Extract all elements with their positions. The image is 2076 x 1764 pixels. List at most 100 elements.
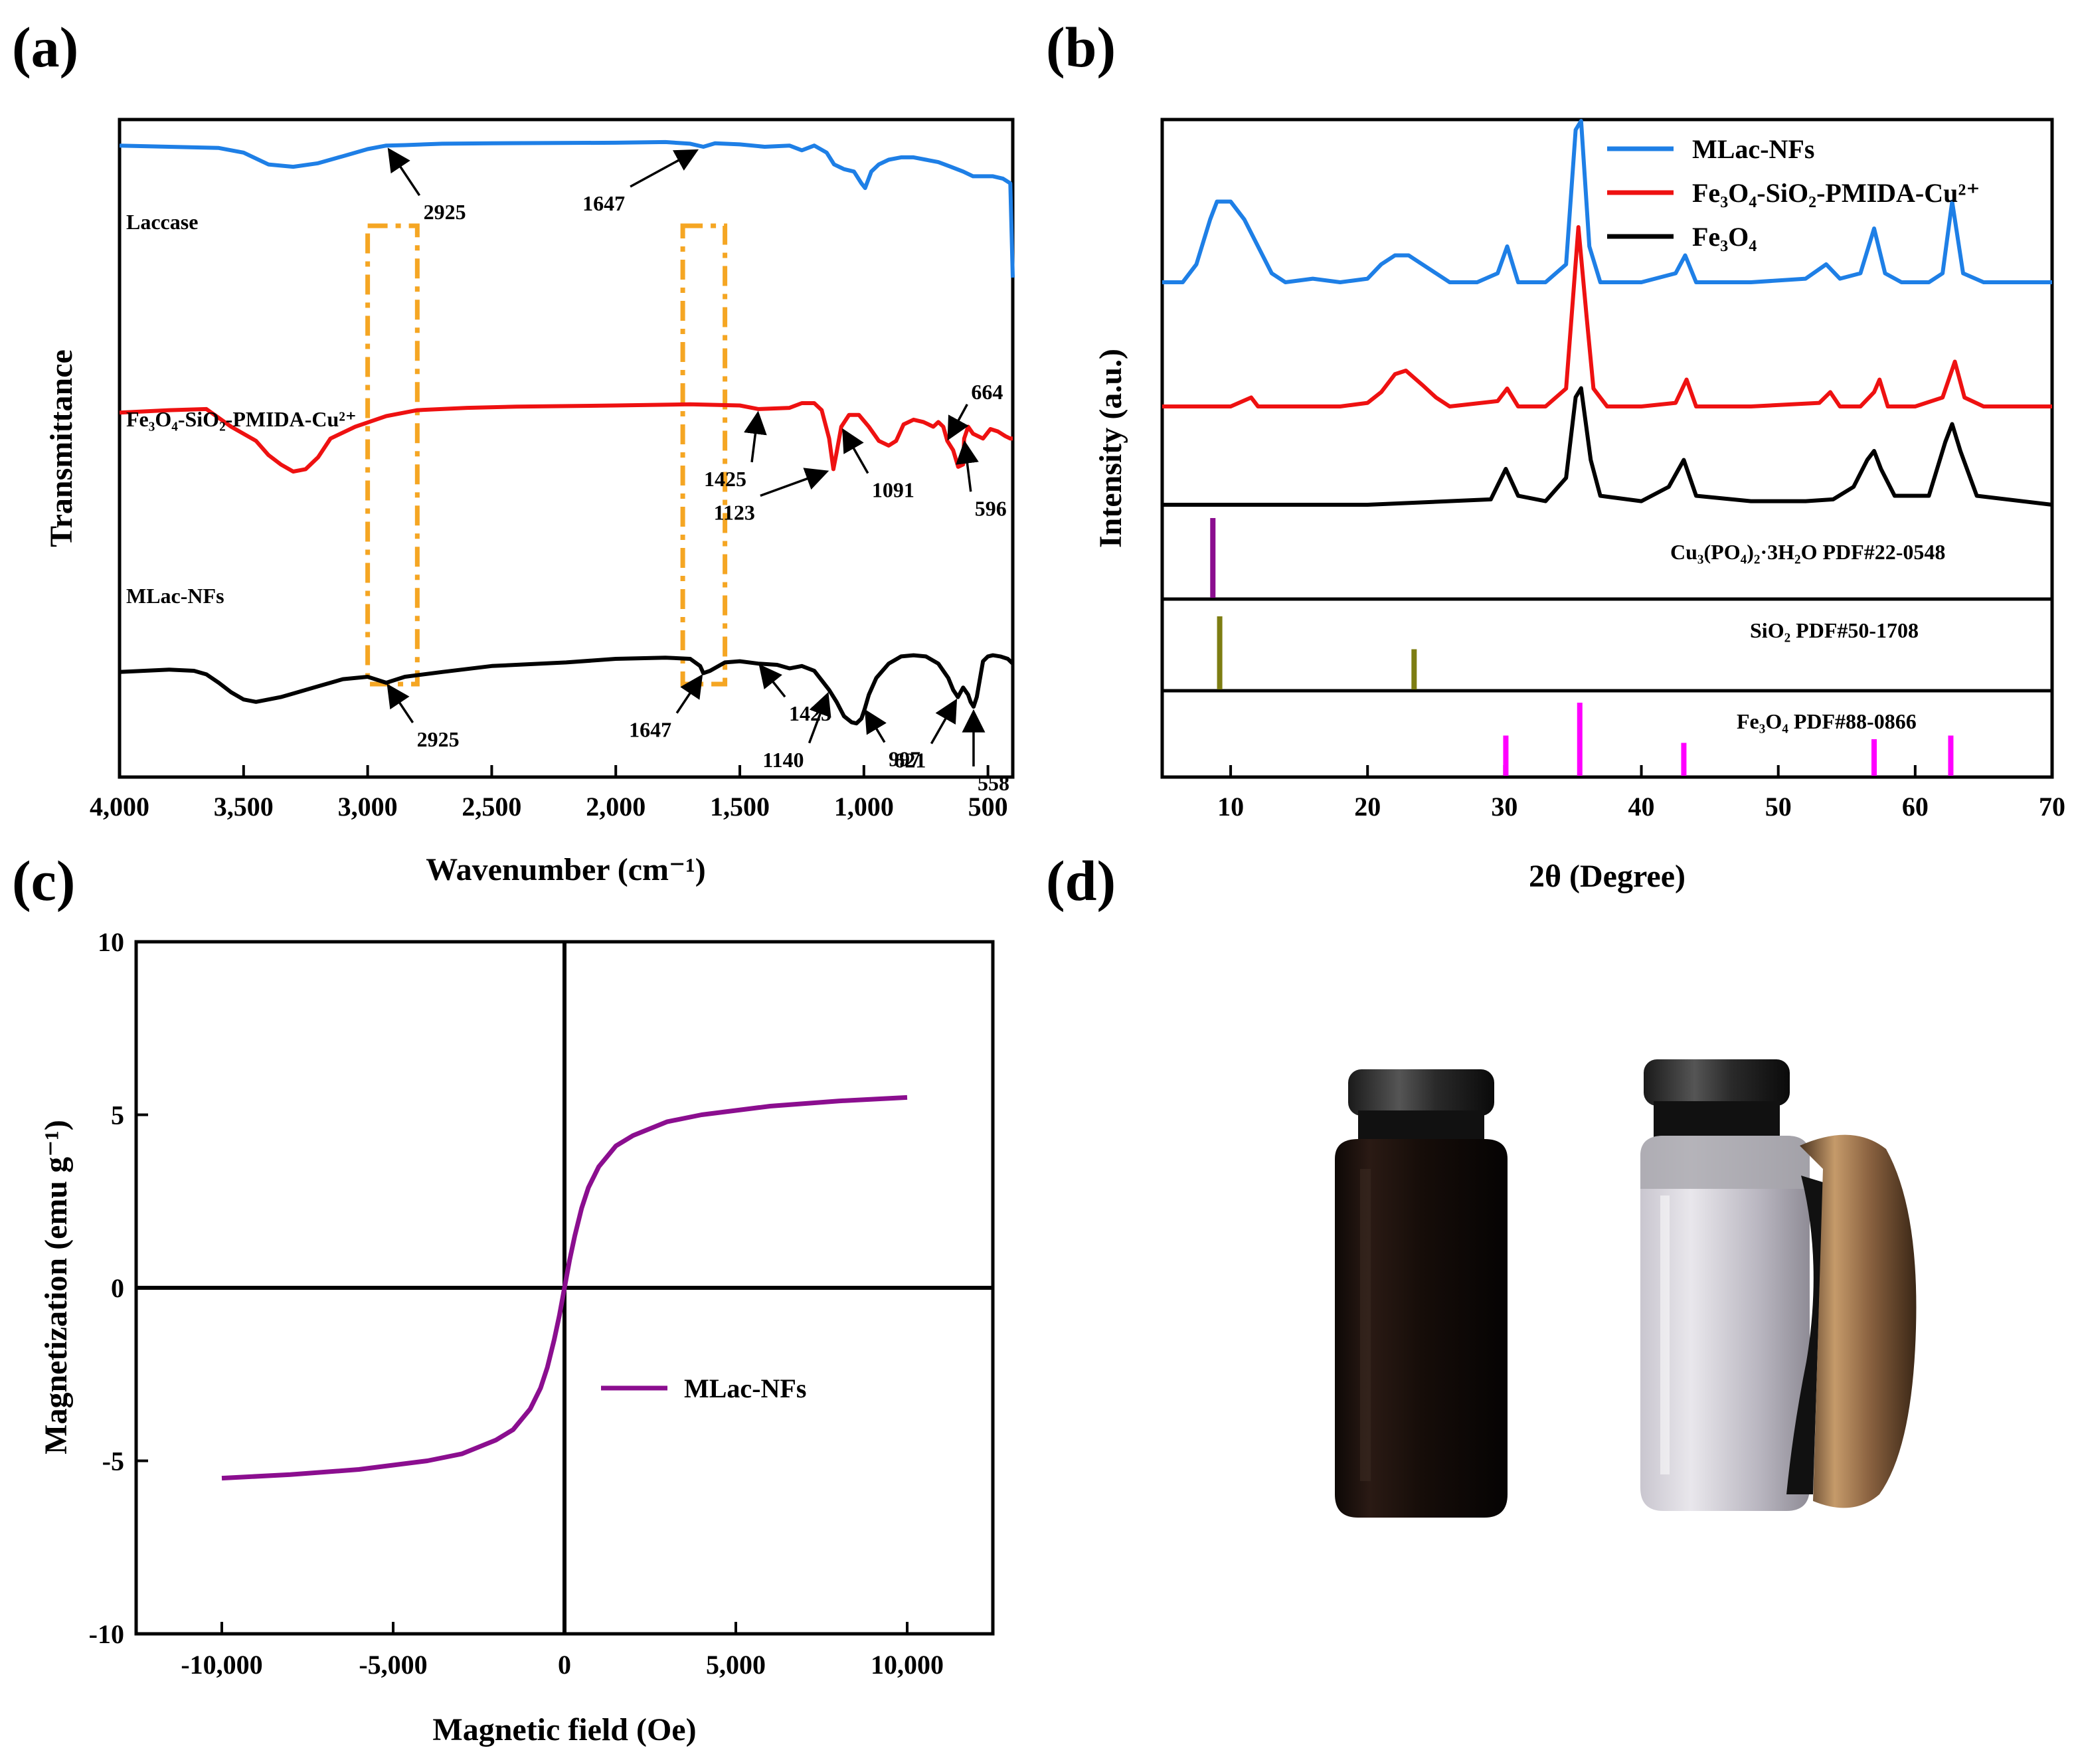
panel-c-ticks: -10,000 -5,000 0 5,000 10,000 -10 -5 0 5 10 (89, 927, 944, 1680)
c-y-tick-label: -10 (89, 1619, 124, 1649)
a-annotation-label: 1140 (762, 748, 804, 772)
panel-b-xrd-chart: 10 20 30 40 50 60 70 Cu₃(PO₄)₂·3H₂O PDF#22-054… (1093, 118, 2065, 894)
c-x-tick-label: 10,000 (871, 1650, 944, 1680)
a-annotation-label: 621 (894, 749, 926, 772)
panel-a-annotations: 2925 1647 1425 1123 1091 664 596 2925 1647 1425 11… (387, 147, 1009, 795)
panel-b-reference-sticks (1210, 518, 1954, 776)
vial-separated-body (1640, 1136, 1810, 1511)
panel-d-vial-photo (1335, 1059, 1917, 1518)
c-x-tick-label: -10,000 (181, 1650, 262, 1680)
b-x-tick-label: 40 (1628, 792, 1655, 822)
panel-c-series (221, 1095, 908, 1481)
c-y-tick-label: 0 (111, 1273, 124, 1303)
a-x-tick-label: 4,000 (90, 792, 149, 822)
vial-separated (1640, 1059, 1917, 1511)
a-annotation-arrow (675, 673, 703, 714)
legend-label-fe3o4-sio2-pmida-cu: Fe₃O₄-SiO₂-PMIDA-Cu²⁺ (1692, 178, 1980, 208)
highlight-box-1 (680, 223, 728, 687)
b-x-tick-label: 60 (1902, 792, 1929, 822)
a-annotation-arrow (758, 663, 786, 698)
panel-a-series (119, 139, 1015, 726)
a-annotation-label: 2925 (424, 200, 466, 224)
vial-dispersed-highlight (1360, 1169, 1371, 1481)
vial-separated-neck (1654, 1101, 1780, 1140)
b-series-line-mlac-nfs (1162, 119, 2052, 284)
b-x-tick-label: 10 (1217, 792, 1244, 822)
b-x-tick-label: 70 (2039, 792, 2065, 822)
ref-label-cu3po42: Cu₃(PO₄)₂·3H₂O PDF#22-0548 (1670, 540, 1945, 564)
panel-b-letter: (b) (1046, 15, 1116, 79)
panel-b-x-ticks: 10 20 30 40 50 60 70 (1217, 765, 2065, 822)
a-series-line-mlac-nfs (119, 653, 1015, 726)
panel-a-letter: (a) (12, 15, 78, 79)
vial-dispersed-neck (1358, 1110, 1484, 1144)
a-x-tick-label: 2,500 (462, 792, 521, 822)
a-x-tick-label: 1,000 (834, 792, 894, 822)
a-series-line-laccase (119, 139, 1015, 278)
vial-dispersed-body (1335, 1139, 1508, 1518)
panel-b-series (1162, 119, 2053, 507)
b-series-line-fe-o-sio-pmida-cu (1162, 225, 2052, 408)
a-annotation-label: 1123 (714, 500, 755, 524)
vial-separated-cap (1644, 1059, 1790, 1106)
b-series-line-fe-o (1162, 386, 2053, 507)
a-annotation-label: 1425 (704, 467, 746, 491)
panel-c-letter: (c) (12, 849, 75, 913)
panel-a-highlight-boxes (365, 223, 728, 687)
a-annotation-arrow (744, 410, 767, 463)
a-annotation-arrow (387, 147, 421, 197)
a-annotation-arrow (864, 709, 887, 743)
ref-label-fe3o4: Fe₃O₄ PDF#88-0866 (1737, 709, 1917, 733)
vial-separated-highlight (1660, 1195, 1670, 1474)
legend-label-mlac-nfs: MLac-NFs (1692, 134, 1814, 164)
a-annotation-label: 1647 (582, 191, 625, 215)
magnetic-particles-aggregate (1786, 1176, 1823, 1494)
panel-b-x-axis-title: 2θ (Degree) (1529, 859, 1686, 894)
a-annotation-label: 664 (971, 380, 1003, 404)
panel-b-frame (1160, 118, 2054, 779)
c-x-tick-label: 0 (558, 1650, 571, 1680)
a-annotation-arrow (760, 468, 829, 497)
series-label-laccase: Laccase (126, 210, 198, 234)
vial-separated-top-glass (1640, 1136, 1810, 1189)
series-label-fe3o4-sio2-pmida-cu: Fe₃O₄-SiO₂-PMIDA-Cu²⁺ (126, 407, 357, 431)
panel-a-frame (118, 118, 1015, 779)
a-x-tick-label: 1,500 (710, 792, 770, 822)
a-x-tick-label: 2,000 (586, 792, 646, 822)
c-x-tick-label: 5,000 (706, 1650, 766, 1680)
panel-c-legend: MLac-NFs (601, 1373, 806, 1403)
a-annotation-label: 1091 (872, 478, 914, 502)
a-annotation-arrow (630, 149, 699, 188)
panel-a-x-ticks: 4,000 3,500 3,000 2,500 2,000 1,500 1,000 500 (90, 765, 1008, 822)
a-annotation-label: 596 (975, 496, 1007, 520)
panel-d-letter: (d) (1046, 849, 1116, 913)
ref-label-sio2: SiO₂ PDF#50-1708 (1750, 618, 1919, 642)
c-y-tick-label: -5 (102, 1447, 124, 1476)
a-annotation-arrow (842, 428, 869, 474)
a-x-tick-label: 3,000 (338, 792, 398, 822)
a-x-tick-label: 500 (968, 792, 1008, 822)
a-annotation-label: 1647 (629, 718, 671, 742)
a-x-tick-label: 3,500 (214, 792, 274, 822)
c-x-tick-label: -5,000 (359, 1650, 427, 1680)
a-annotation-label: 1425 (789, 701, 831, 725)
series-label-mlac-nfs: MLac-NFs (126, 584, 224, 608)
a-annotation-arrow (947, 403, 969, 441)
panel-c-y-axis-title: Magnetization (emu g⁻¹) (39, 1120, 74, 1455)
a-annotation-arrow (956, 440, 979, 492)
b-x-tick-label: 50 (1765, 792, 1792, 822)
a-annotation-arrow (808, 691, 831, 744)
a-annotation-label: 2925 (417, 727, 460, 751)
panel-b-legend: MLac-NFs Fe₃O₄-SiO₂-PMIDA-Cu²⁺ Fe₃O₄ (1607, 134, 1980, 252)
vial-dispersed-cap (1348, 1069, 1494, 1116)
vial-dispersed (1335, 1069, 1508, 1518)
panel-a-ftir-chart: 4,000 3,500 3,000 2,500 2,000 1,500 1,000 500 2… (44, 118, 1015, 887)
panel-c-magnetization-chart: -10,000 -5,000 0 5,000 10,000 -10 -5 0 5 10 MLac-… (39, 927, 995, 1747)
magnet (1800, 1134, 1917, 1508)
panel-b-y-axis-title: Intensity (a.u.) (1093, 349, 1128, 548)
panel-a-y-axis-title: Transmittance (44, 349, 79, 547)
legend-label-mlac-nfs-c: MLac-NFs (684, 1373, 806, 1403)
highlight-box-0 (365, 223, 420, 687)
c-series-line-mlac-nfs (221, 1095, 908, 1481)
